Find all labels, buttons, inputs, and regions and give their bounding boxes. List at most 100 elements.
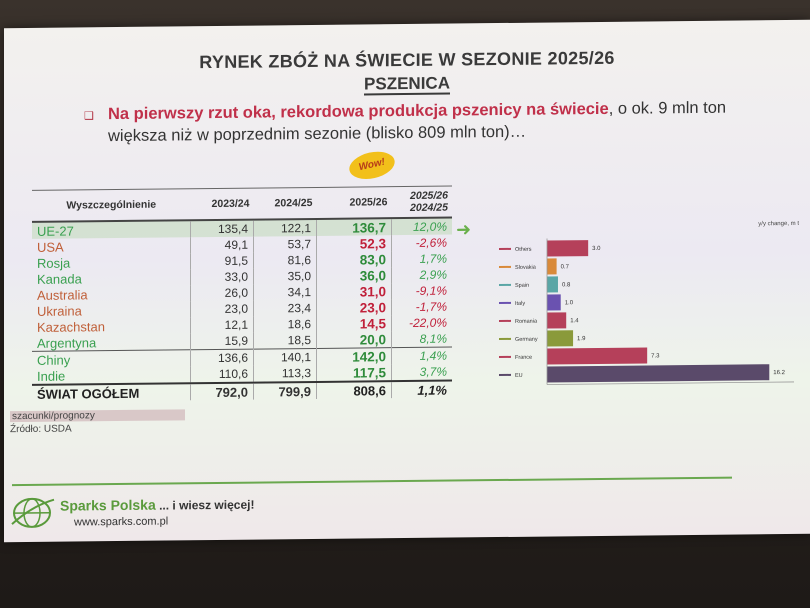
row-2024: 140,1 bbox=[253, 348, 317, 366]
footer-divider bbox=[12, 476, 732, 487]
row-2025: 14,5 bbox=[316, 315, 392, 332]
row-2023: 49,1 bbox=[190, 236, 254, 254]
row-2025: 808,6 bbox=[316, 381, 392, 399]
brand-tagline: ... i wiesz więcej! bbox=[155, 497, 255, 513]
row-2025: 142,0 bbox=[316, 347, 392, 365]
header-change: 2025/26 2024/25 bbox=[391, 186, 452, 219]
row-name: USA bbox=[37, 239, 64, 255]
bar-value-label: 0.8 bbox=[562, 282, 571, 288]
row-change: 2,9% bbox=[391, 266, 452, 284]
row-2025: 83,0 bbox=[316, 251, 392, 268]
header-2024: 2024/25 bbox=[253, 187, 317, 220]
bar-value-label: 3.0 bbox=[592, 246, 601, 252]
row-2023: 23,0 bbox=[190, 300, 254, 318]
bar bbox=[547, 276, 558, 293]
header-change-bottom: 2024/25 bbox=[410, 201, 448, 214]
bar bbox=[547, 312, 567, 329]
row-name: Kanada bbox=[37, 270, 82, 287]
table-row: ŚWIAT OGÓŁEM 792,0 799,9 808,6 1,1% bbox=[32, 380, 452, 402]
row-2023: 33,0 bbox=[190, 268, 254, 286]
x-tick-label: 1 bbox=[792, 391, 796, 392]
row-change: 1,1% bbox=[391, 380, 452, 399]
category-label: Slovakia bbox=[515, 265, 537, 271]
row-name: Ukraina bbox=[37, 302, 82, 319]
chart-title: y/y change, m t bbox=[758, 221, 799, 227]
wheat-production-table: Wyszczególnienie 2023/24 2024/25 2025/26… bbox=[32, 186, 452, 402]
row-name: Kazachstan bbox=[37, 318, 105, 335]
bar bbox=[547, 294, 561, 311]
category-label: Romania bbox=[515, 319, 538, 325]
brand-url: www.sparks.com.pl bbox=[74, 515, 169, 529]
bar-value-label: 1.9 bbox=[577, 336, 586, 342]
row-change: -1,7% bbox=[391, 298, 452, 316]
slide-subtitle: PSZENICA bbox=[4, 70, 810, 98]
bar bbox=[547, 240, 589, 257]
table-header-row: Wyszczególnienie 2023/24 2024/25 2025/26… bbox=[32, 186, 452, 222]
row-2025: 31,0 bbox=[316, 283, 392, 300]
bar bbox=[547, 347, 648, 365]
row-2025: 136,7 bbox=[316, 218, 392, 236]
header-change-top: 2025/26 bbox=[410, 189, 448, 202]
row-2024: 81,6 bbox=[253, 251, 317, 269]
chart-svg: y/y change, m t Others 3.0 Slovakia 0.7 Spain… bbox=[499, 221, 799, 392]
row-name: Chiny bbox=[32, 349, 191, 368]
brand-name: Sparks Polska ... i wiesz więcej! bbox=[60, 496, 254, 514]
row-2025: 117,5 bbox=[316, 364, 392, 382]
row-change: 8,1% bbox=[391, 330, 452, 348]
row-2023: 26,0 bbox=[190, 284, 254, 302]
note-source: Źródło: USDA bbox=[10, 423, 72, 436]
bar bbox=[547, 330, 574, 347]
brand-label: Sparks Polska bbox=[60, 496, 156, 514]
bar bbox=[547, 258, 557, 275]
row-change: 12,0% bbox=[391, 217, 452, 236]
bar bbox=[547, 364, 770, 383]
row-2024: 113,3 bbox=[253, 364, 317, 383]
row-2023: 15,9 bbox=[190, 332, 254, 350]
row-2023: 792,0 bbox=[190, 382, 254, 401]
row-name: Rosja bbox=[37, 255, 71, 271]
row-change: -22,0% bbox=[391, 314, 452, 332]
row-2023: 136,6 bbox=[190, 349, 254, 367]
bullet-icon: ❑ bbox=[84, 110, 94, 123]
row-change: -9,1% bbox=[391, 282, 452, 300]
row-change: 1,4% bbox=[391, 347, 452, 365]
lead-paragraph: Na pierwszy rzut oka, rekordowa produkcj… bbox=[108, 96, 768, 147]
row-2024: 23,4 bbox=[253, 299, 317, 317]
row-2025: 23,0 bbox=[316, 299, 392, 316]
row-2023: 12,1 bbox=[190, 316, 254, 334]
row-name: Argentyna bbox=[37, 334, 97, 351]
note-estimates: szacunki/prognozy bbox=[10, 409, 185, 423]
row-2024: 799,9 bbox=[253, 381, 317, 400]
category-label: Others bbox=[515, 247, 532, 253]
category-label: EU bbox=[515, 373, 523, 379]
row-change: 3,7% bbox=[391, 363, 452, 382]
category-label: Italy bbox=[515, 301, 525, 307]
sparks-logo-icon bbox=[11, 497, 55, 528]
row-2025: 52,3 bbox=[316, 235, 392, 252]
category-label: Germany bbox=[515, 337, 538, 343]
wow-badge: Wow! bbox=[346, 147, 398, 184]
category-label: France bbox=[515, 355, 532, 361]
row-name: Australia bbox=[37, 286, 88, 303]
bar-value-label: 16.2 bbox=[773, 370, 785, 376]
row-name: Indie bbox=[37, 368, 66, 384]
bar-value-label: 1.0 bbox=[565, 300, 574, 306]
row-2024: 53,7 bbox=[253, 235, 317, 253]
header-2023: 2023/24 bbox=[190, 188, 254, 221]
row-name: ŚWIAT OGÓŁEM bbox=[32, 383, 191, 402]
row-2024: 18,5 bbox=[253, 331, 317, 350]
row-change: 1,7% bbox=[391, 250, 452, 268]
bar-value-label: 1.4 bbox=[570, 318, 579, 324]
subtitle-text: PSZENICA bbox=[364, 73, 450, 96]
x-axis bbox=[547, 381, 794, 385]
row-2025: 36,0 bbox=[316, 267, 392, 284]
presentation-slide: RYNEK ZBÓŻ NA ŚWIECIE W SEZONIE 2025/26 … bbox=[4, 19, 810, 543]
row-2025: 20,0 bbox=[316, 331, 392, 349]
row-2024: 122,1 bbox=[253, 218, 317, 237]
header-name: Wyszczególnienie bbox=[32, 188, 191, 222]
row-2024: 18,6 bbox=[253, 315, 317, 333]
eu-change-chart: y/y change, m t Others 3.0 Slovakia 0.7 Spain… bbox=[459, 188, 804, 392]
table-body: UE-27 135,4 122,1 136,7 12,0% USA 49,1 53,7 52,3… bbox=[32, 217, 452, 402]
bar-value-label: 7.3 bbox=[651, 353, 660, 359]
row-2023: 91,5 bbox=[190, 252, 254, 270]
